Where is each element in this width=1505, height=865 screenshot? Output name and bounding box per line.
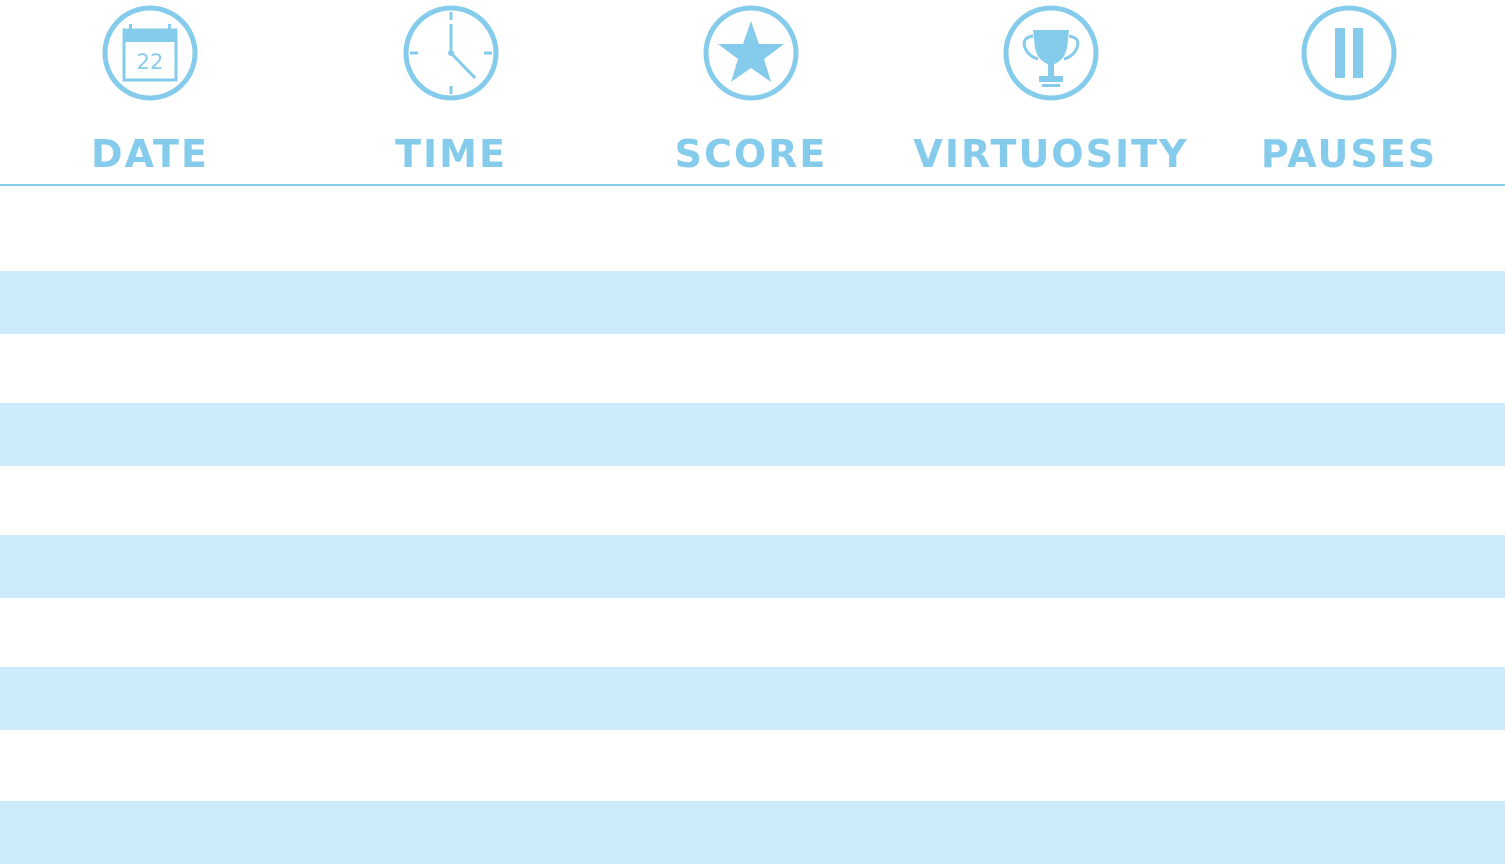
- header-divider: [0, 184, 1505, 186]
- table-row: [0, 469, 1505, 532]
- table-row: [0, 205, 1505, 268]
- column-date: 22 DATE: [0, 0, 300, 185]
- virtuosity-header-label: VIRTUOSITY: [913, 132, 1189, 176]
- calendar-day: 22: [137, 50, 164, 74]
- table-row: [0, 735, 1505, 798]
- table-row: [0, 403, 1505, 466]
- clock-icon: [402, 4, 500, 102]
- table-row: [0, 271, 1505, 334]
- column-score: SCORE: [601, 0, 901, 185]
- score-header-label: SCORE: [674, 132, 828, 176]
- date-header-label: DATE: [91, 132, 209, 176]
- column-time: TIME: [301, 0, 601, 185]
- star-icon: [702, 4, 800, 102]
- calendar-icon: 22: [101, 4, 199, 102]
- table-row: [0, 801, 1505, 864]
- table-row: [0, 535, 1505, 598]
- trophy-icon: [1002, 4, 1100, 102]
- table-row: [0, 667, 1505, 730]
- column-virtuosity: VIRTUOSITY: [901, 0, 1201, 185]
- column-pauses: PAUSES: [1199, 0, 1499, 185]
- table-row: [0, 337, 1505, 400]
- pause-icon: [1300, 4, 1398, 102]
- time-header-label: TIME: [395, 132, 507, 176]
- table-row: [0, 601, 1505, 664]
- pauses-header-label: PAUSES: [1260, 132, 1438, 176]
- table-header: 22 DATE TIME SCORE: [0, 0, 1505, 185]
